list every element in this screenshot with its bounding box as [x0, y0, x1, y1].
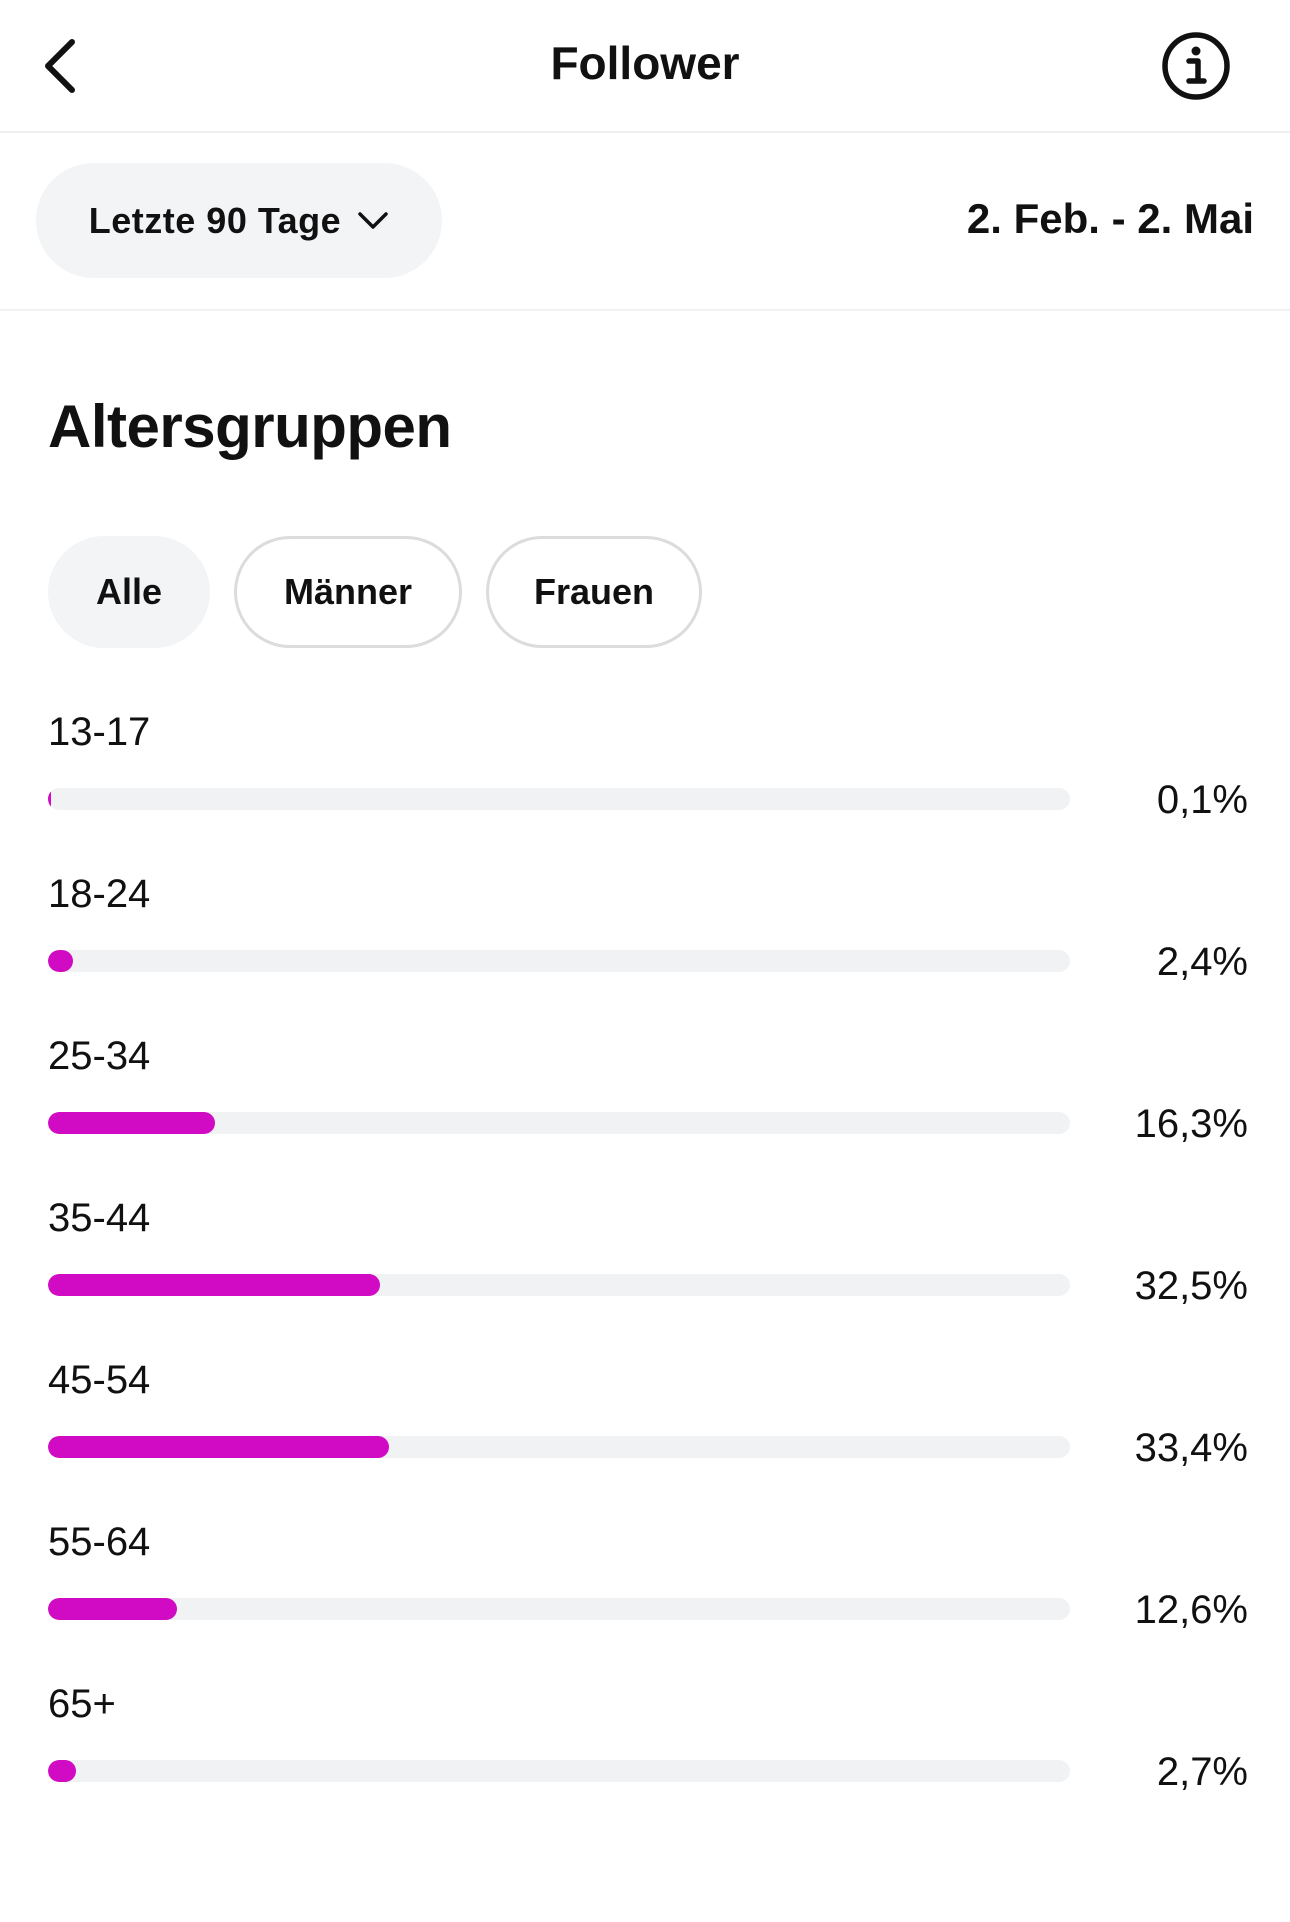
age-group-bar-track [48, 1112, 1070, 1134]
age-group-label: 55-64 [48, 1520, 151, 1564]
chevron-left-icon [45, 38, 75, 93]
age-group-row: 65+ 2,7% [48, 1672, 1248, 1834]
age-group-row: 45-54 33,4% [48, 1348, 1248, 1510]
filter-chip-label: Alle [95, 571, 163, 612]
filter-chip-label: Frauen [533, 571, 655, 612]
age-group-row: 55-64 12,6% [48, 1510, 1248, 1672]
age-group-bar [48, 1274, 380, 1296]
age-group-bar [48, 1598, 177, 1620]
age-group-bar [48, 950, 73, 972]
age-group-bar-track [48, 1760, 1070, 1782]
age-group-label: 18-24 [48, 872, 151, 916]
age-group-bar [48, 1112, 215, 1134]
age-group-percentage: 0,1% [1156, 778, 1248, 822]
date-range-bar: Letzte 90 Tage 2. Feb. - 2. Mai [0, 131, 1290, 311]
age-group-bar-track [48, 1274, 1070, 1296]
age-group-percentage: 16,3% [1134, 1102, 1248, 1146]
age-group-row: 25-34 16,3% [48, 1024, 1248, 1186]
age-group-percentage: 32,5% [1134, 1264, 1248, 1308]
info-icon [1162, 32, 1230, 100]
filter-chip-label: Männer [283, 571, 413, 612]
age-group-percentage: 33,4% [1134, 1426, 1248, 1470]
age-group-bar [48, 1760, 76, 1782]
info-button[interactable] [1158, 28, 1234, 104]
top-bar: Follower [0, 0, 1290, 133]
age-group-label: 65+ [48, 1682, 116, 1726]
age-group-bar-track [48, 1598, 1070, 1620]
filter-chip-men[interactable]: Männer [234, 536, 462, 648]
back-button[interactable] [30, 28, 90, 103]
section-title: Altersgruppen [48, 393, 452, 460]
age-group-bar-track [48, 788, 1070, 810]
age-group-label: 13-17 [48, 710, 151, 754]
age-group-percentage: 2,4% [1156, 940, 1248, 984]
age-group-label: 45-54 [48, 1358, 151, 1402]
time-range-label: Letzte 90 Tage [88, 199, 342, 241]
age-group-bar [48, 1436, 389, 1458]
age-group-label: 25-34 [48, 1034, 151, 1078]
page-title: Follower [550, 37, 740, 89]
age-group-bar-track [48, 950, 1070, 972]
age-group-percentage: 2,7% [1156, 1750, 1248, 1794]
filter-chip-women[interactable]: Frauen [486, 536, 702, 648]
age-group-bar-track [48, 1436, 1070, 1458]
age-group-row: 18-24 2,4% [48, 862, 1248, 1024]
chevron-down-icon [358, 211, 388, 229]
filter-chip-all[interactable]: Alle [48, 536, 210, 648]
age-group-percentage: 12,6% [1134, 1588, 1248, 1632]
date-range-text: 2. Feb. - 2. Mai [966, 195, 1254, 242]
time-range-dropdown[interactable]: Letzte 90 Tage [36, 163, 442, 278]
age-group-row: 35-44 32,5% [48, 1186, 1248, 1348]
age-group-row: 13-17 0,1% [48, 700, 1248, 862]
age-group-label: 35-44 [48, 1196, 151, 1240]
age-group-bar [48, 788, 51, 810]
